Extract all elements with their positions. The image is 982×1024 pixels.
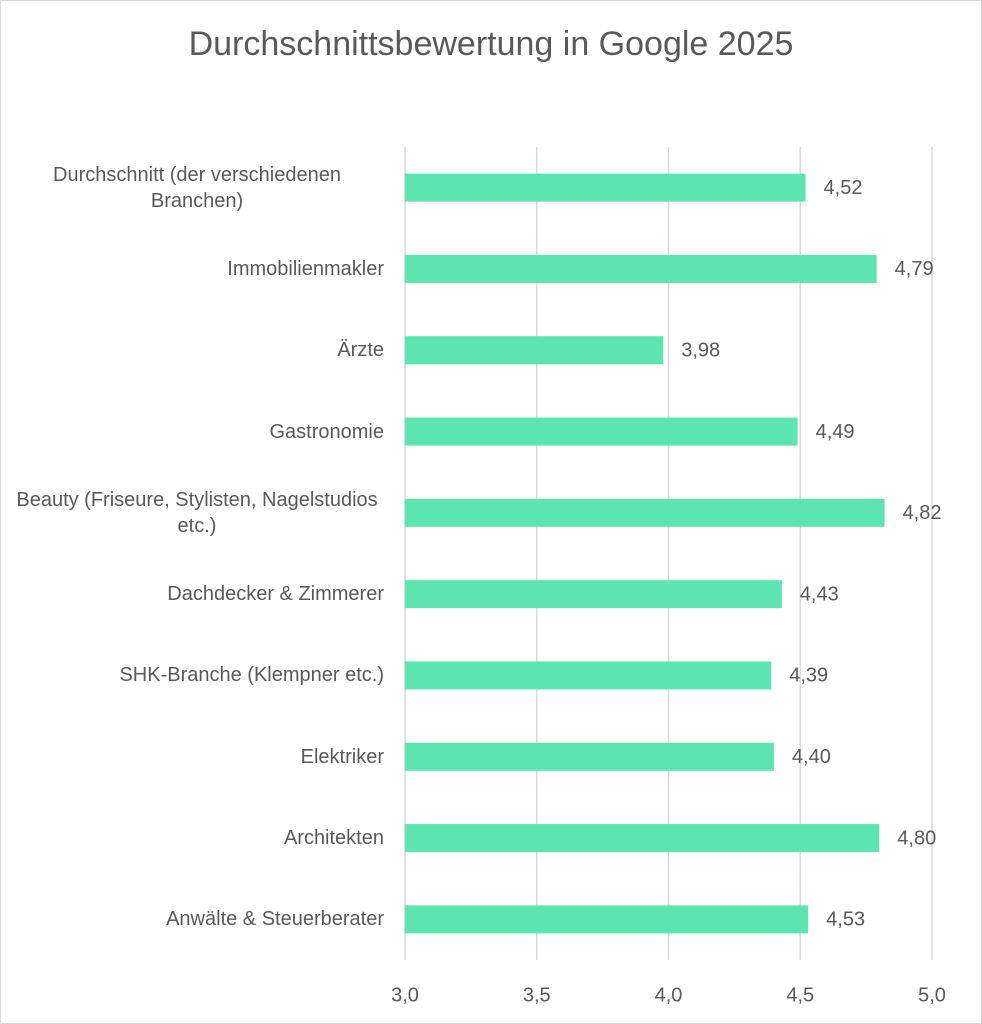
y-tick-label: Beauty (Friseure, Stylisten, Nagelstudio… [16,488,378,537]
y-tick-label-box: Dachdecker & Zimmerer [10,564,384,624]
y-tick-label-box: Anwälte & Steuerberater [10,889,384,949]
value-label: 4,40 [792,746,831,768]
x-tick-label: 3,0 [391,984,419,1006]
y-tick-label: Immobilienmakler [227,257,384,280]
chart-title: Durchschnittsbewertung in Google 2025 [189,25,794,63]
y-tick-label: Durchschnitt (der verschiedenen Branchen… [53,163,341,212]
x-tick-label: 3,5 [523,984,551,1006]
value-label: 4,80 [897,827,936,849]
x-tick-label: 4,5 [786,984,814,1006]
value-label: 4,79 [895,258,934,280]
bar [405,824,880,853]
value-label: 3,98 [681,340,720,362]
value-label: 4,39 [789,665,828,687]
y-tick-label-box: Elektriker [10,727,384,787]
value-label: 4,49 [816,421,855,443]
y-tick-label-box: Ärzte [10,320,384,380]
bar [405,336,664,365]
y-tick-label: SHK-Branche (Klempner etc.) [119,664,384,687]
y-tick-label: Dachdecker & Zimmerer [167,583,384,606]
y-tick-label-box: Beauty (Friseure, Stylisten, Nagelstudio… [10,483,384,543]
y-tick-label-box: Durchschnitt (der verschiedenen Branchen… [10,158,384,218]
bar [405,417,798,446]
y-tick-label: Architekten [283,827,384,850]
y-tick-label: Anwälte & Steuerberater [166,908,384,931]
bar [405,905,809,934]
bar [405,580,782,609]
x-tick-label: 4,0 [655,984,683,1006]
bar [405,173,806,202]
bar [405,498,885,527]
y-tick-label: Ärzte [337,339,384,362]
bar [405,661,772,690]
bar [405,254,877,283]
bar [405,742,774,771]
value-label: 4,43 [800,583,839,605]
y-tick-label-box: SHK-Branche (Klempner etc.) [10,645,384,705]
value-label: 4,52 [824,177,863,199]
x-tick-label: 5,0 [918,984,946,1006]
y-tick-label-box: Immobilienmakler [10,239,384,299]
value-label: 4,82 [903,502,942,524]
y-tick-label: Gastronomie [269,420,385,443]
value-label: 4,53 [826,909,865,931]
y-tick-label-box: Gastronomie [10,402,385,462]
y-tick-label-box: Architekten [10,808,384,868]
y-tick-label: Elektriker [300,745,384,768]
